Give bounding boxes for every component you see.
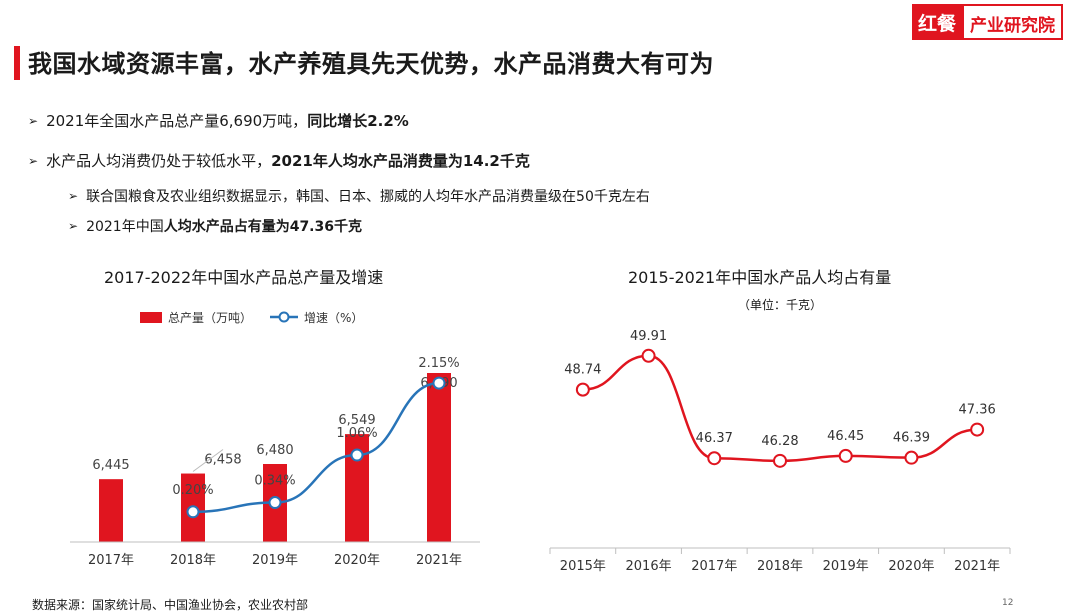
sub-bullet-fao: ➢ 联合国粮食及农业组织数据显示，韩国、日本、挪威的人均年水产品消费量级在50千… bbox=[68, 186, 650, 206]
x-tick-label: 2016年 bbox=[626, 559, 672, 574]
x-tick-label: 2017年 bbox=[691, 559, 737, 574]
chart2-per-capita: 2015年 2016年 2017年 2018年 2019年 2020年 2021年 48.74… bbox=[549, 329, 1011, 574]
legend-line-label: 增速（%） bbox=[304, 311, 363, 325]
x-tick-label: 2017年 bbox=[88, 553, 134, 568]
bar-2021年 bbox=[427, 373, 451, 542]
per-capita-point-2021年 bbox=[970, 422, 985, 437]
bar-value-label: 6,445 bbox=[92, 458, 129, 473]
x-tick-label: 2020年 bbox=[334, 553, 380, 568]
bar-2017年 bbox=[99, 479, 123, 542]
bar-label-leader bbox=[192, 449, 224, 472]
arrow-icon: ➢ bbox=[28, 113, 39, 128]
chart1-production: 总产量（万吨） 增速（%） 2017年 2018年 2019年 2020年 2021年 6,4… bbox=[70, 311, 480, 568]
growth-point-2019年 bbox=[268, 496, 282, 510]
logo-mark: 红餐 bbox=[912, 4, 963, 40]
growth-value-label: 2.15% bbox=[418, 356, 459, 371]
growth-point-2021年 bbox=[432, 376, 446, 390]
x-tick-label: 2015年 bbox=[560, 559, 606, 574]
growth-point-2020年 bbox=[350, 448, 364, 462]
sub-bullet-china: ➢ 2021年中国 人均水产品占有量为47.36千克 bbox=[68, 216, 362, 236]
per-capita-value-label: 49.91 bbox=[630, 329, 667, 344]
per-capita-point-2019年 bbox=[838, 448, 853, 463]
x-tick-label: 2021年 bbox=[954, 559, 1000, 574]
x-tick-label: 2021年 bbox=[416, 553, 462, 568]
bullet-output: ➢ 2021年全国水产品总产量6,690万吨， 同比增长2.2% bbox=[28, 110, 409, 131]
per-capita-point-2016年 bbox=[641, 348, 656, 363]
per-capita-value-label: 46.45 bbox=[827, 429, 864, 444]
arrow-icon: ➢ bbox=[68, 219, 79, 233]
chart2-unit: （单位：千克） bbox=[738, 298, 823, 312]
data-source: 数据来源：国家统计局、中国渔业协会，农业农村部 bbox=[32, 598, 309, 612]
per-capita-value-label: 46.39 bbox=[893, 431, 930, 446]
sub-bullet-bold: 人均水产品占有量为47.36千克 bbox=[163, 219, 362, 235]
page-number: 12 bbox=[1002, 598, 1014, 608]
logo-text: 产业研究院 bbox=[962, 4, 1064, 40]
per-capita-value-label: 48.74 bbox=[564, 363, 601, 378]
per-capita-point-2018年 bbox=[773, 453, 787, 468]
per-capita-value-label: 46.37 bbox=[696, 431, 733, 446]
legend-bar-swatch bbox=[140, 312, 162, 323]
chart2-title: 2015-2021年中国水产品人均占有量 bbox=[628, 268, 892, 287]
chart1-title: 2017-2022年中国水产品总产量及增速 bbox=[104, 268, 384, 287]
growth-point-2018年 bbox=[186, 505, 200, 519]
legend-bar-label: 总产量（万吨） bbox=[168, 311, 252, 325]
growth-value-label: 0.20% bbox=[172, 483, 213, 498]
brand-logo: 红餐 产业研究院 bbox=[912, 4, 1064, 40]
x-tick-label: 2019年 bbox=[252, 553, 298, 568]
bullet-text: 2021年全国水产品总产量6,690万吨， bbox=[46, 112, 308, 130]
arrow-icon: ➢ bbox=[28, 153, 39, 168]
sub-bullet-text: 联合国粮食及农业组织数据显示，韩国、日本、挪威的人均年水产品消费量级在50千克左… bbox=[86, 189, 650, 205]
bullet-text: 水产品人均消费仍处于较低水平， bbox=[46, 152, 272, 170]
bullet-bold: 2021年人均水产品消费量为14.2千克 bbox=[271, 152, 530, 170]
per-capita-value-label: 46.28 bbox=[761, 434, 798, 449]
arrow-icon: ➢ bbox=[68, 189, 79, 203]
x-tick-label: 2020年 bbox=[888, 559, 934, 574]
x-tick-label: 2019年 bbox=[823, 559, 869, 574]
x-tick-label: 2018年 bbox=[757, 559, 803, 574]
growth-line bbox=[192, 381, 440, 514]
legend-line-marker bbox=[278, 311, 290, 323]
per-capita-point-2017年 bbox=[707, 451, 722, 466]
per-capita-point-2020年 bbox=[904, 450, 919, 465]
per-capita-value-label: 47.36 bbox=[959, 403, 996, 418]
sub-bullet-text: 2021年中国 bbox=[86, 219, 164, 235]
title-accent-bar bbox=[14, 46, 20, 80]
per-capita-point-2015年 bbox=[575, 382, 590, 397]
bar-value-label: 6,549 bbox=[338, 413, 375, 428]
page-title: 我国水域资源丰富，水产养殖具先天优势，水产品消费大有可为 bbox=[28, 50, 714, 78]
bar-value-label: 6,480 bbox=[256, 443, 293, 458]
bullet-consumption: ➢ 水产品人均消费仍处于较低水平， 2021年人均水产品消费量为14.2千克 bbox=[28, 150, 530, 171]
bar-value-label: 6,458 bbox=[204, 453, 241, 468]
growth-value-label: 1.06% bbox=[336, 426, 377, 441]
x-tick-label: 2018年 bbox=[170, 553, 216, 568]
growth-value-label: 0.34% bbox=[254, 474, 295, 489]
bullet-bold: 同比增长2.2% bbox=[307, 112, 409, 130]
